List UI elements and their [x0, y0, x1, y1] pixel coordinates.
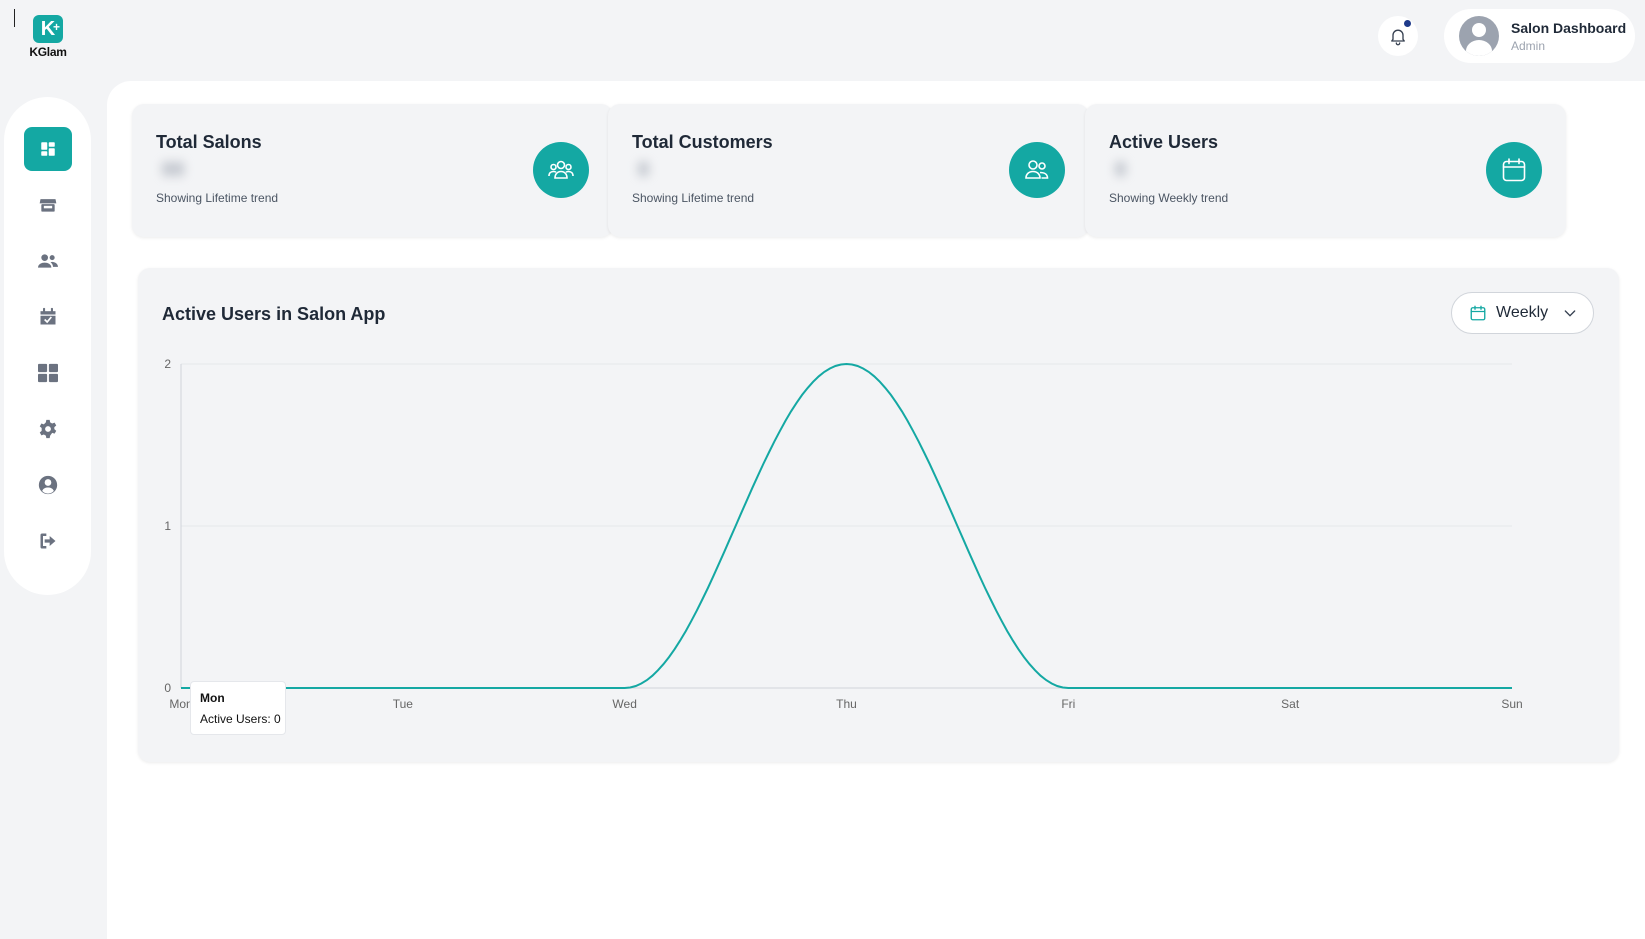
stat-subtitle: Showing Weekly trend — [1109, 191, 1229, 205]
brand-name: KGlam — [29, 45, 67, 59]
stat-title: Total Salons — [156, 132, 262, 152]
stat-subtitle: Showing Lifetime trend — [156, 191, 279, 205]
users-icon — [1025, 160, 1049, 179]
x-tick-label: Wed — [612, 697, 636, 711]
profile-name: Salon Dashboard — [1511, 19, 1627, 36]
stat-icon-badge — [533, 142, 589, 198]
sidebar-item-settings[interactable] — [24, 407, 72, 451]
sidebar-item-profile[interactable] — [24, 463, 72, 507]
sidebar-item-categories[interactable] — [24, 351, 72, 395]
series-line — [181, 362, 1512, 689]
plus-icon: + — [52, 20, 60, 34]
grid-icon — [37, 363, 58, 383]
x-tick-label: Fri — [1061, 697, 1075, 711]
x-tick-label: Sat — [1281, 697, 1300, 711]
avatar — [1459, 16, 1499, 56]
notifications-button[interactable] — [1378, 16, 1418, 56]
stat-subtitle: Showing Lifetime trend — [632, 191, 755, 205]
store-icon — [39, 199, 56, 212]
sidebar-item-customers[interactable] — [24, 239, 72, 283]
sidebar-item-dashboard[interactable] — [23, 127, 72, 171]
sidebar — [4, 97, 91, 595]
stat-icon-badge — [1486, 142, 1542, 198]
stat-title: Total Customers — [632, 132, 773, 152]
calendar-icon — [1502, 158, 1526, 182]
stat-title: Active Users — [1109, 132, 1219, 152]
y-tick-label: 1 — [164, 519, 171, 533]
text-cursor — [14, 9, 15, 27]
profile-menu[interactable]: Salon Dashboard Admin — [1444, 9, 1635, 63]
y-tick-label: 2 — [164, 357, 171, 371]
x-tick-label: Thu — [836, 697, 857, 711]
active-users-chart-card: 0 1 2 Mon Tue Wed Thu Fri Sat Sun Active Users in… — [138, 268, 1619, 762]
y-tick-label: 0 — [164, 681, 171, 695]
calendar-icon — [1470, 305, 1486, 321]
bell-icon — [1391, 29, 1405, 46]
sidebar-item-logout[interactable] — [24, 519, 72, 563]
stat-value: 0 — [638, 159, 650, 181]
brand-logo[interactable]: K + KGlam — [25, 15, 71, 59]
gear-icon — [39, 419, 56, 439]
x-tick-label: Mon — [169, 697, 192, 711]
x-tick-label: Sun — [1501, 697, 1522, 711]
stat-value: 00 — [162, 159, 185, 181]
brand-mark-letter: K — [40, 18, 56, 40]
stat-value: 0 — [1115, 159, 1127, 181]
dashboard-icon — [40, 142, 55, 156]
sidebar-item-salons[interactable] — [24, 183, 72, 227]
profile-role: Admin — [1511, 38, 1546, 53]
notification-dot — [1404, 20, 1411, 27]
stat-card-total-customers: Total Customers 0 Showing Lifetime trend — [608, 104, 1089, 237]
tooltip-value: Active Users: 0 — [200, 712, 281, 726]
x-tick-label: Tue — [393, 697, 414, 711]
users-group-icon — [548, 160, 574, 179]
period-select[interactable]: Weekly — [1451, 292, 1594, 334]
stat-icon-badge — [1009, 142, 1065, 198]
main-content: Total Salons 00 Showing Lifetime trend T… — [107, 81, 1645, 939]
active-users-chart: 0 1 2 Mon Tue Wed Thu Fri Sat Sun — [164, 357, 1522, 711]
users-icon — [37, 254, 58, 268]
calendar-check-icon — [40, 307, 55, 325]
stat-card-active-users: Active Users 0 Showing Weekly trend — [1085, 104, 1566, 237]
sidebar-item-bookings[interactable] — [24, 295, 72, 339]
brand-mark: K + — [33, 15, 63, 43]
logout-icon — [40, 533, 55, 549]
chevron-down-icon — [1564, 310, 1576, 317]
chart-tooltip: Mon Active Users: 0 — [190, 681, 286, 735]
user-circle-icon — [38, 475, 57, 495]
chart-title: Active Users in Salon App — [162, 304, 386, 324]
period-select-value: Weekly — [1496, 304, 1549, 321]
stat-card-total-salons: Total Salons 00 Showing Lifetime trend — [132, 104, 613, 237]
tooltip-title: Mon — [200, 691, 225, 705]
